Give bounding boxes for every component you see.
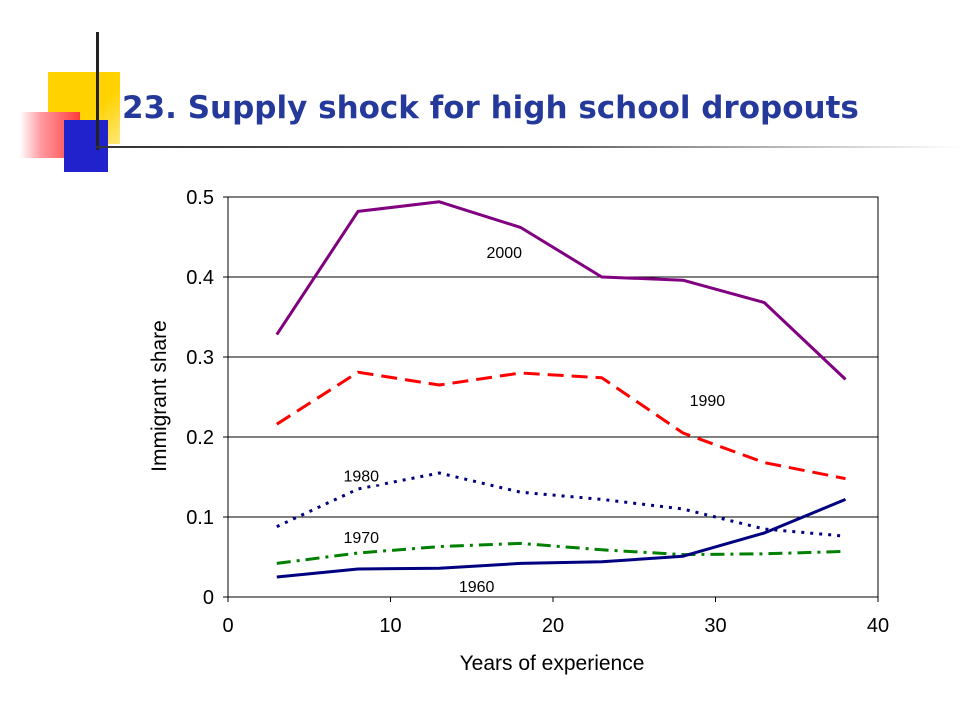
annotation-bg <box>483 241 526 262</box>
decor-vertical-rule <box>96 32 99 150</box>
series-label-1990: 1990 <box>690 393 726 410</box>
series-line-1980 <box>276 471 846 538</box>
chart-series <box>275 200 847 579</box>
annotation-bg <box>340 526 383 546</box>
y-tick-label: 0.5 <box>186 187 214 209</box>
x-tick-label: 30 <box>704 615 726 637</box>
annotation-bg <box>340 464 383 485</box>
y-tick-label: 0.2 <box>186 427 214 449</box>
series-line-1970 <box>276 541 846 565</box>
series-label-1970: 1970 <box>343 530 379 547</box>
y-tick-label: 0.3 <box>186 347 214 369</box>
x-axis-label: Years of experience <box>460 652 645 675</box>
chart-annotations: 2000 1990 1980 1970 1960 <box>340 241 729 596</box>
series-line-1960 <box>276 498 847 579</box>
series-label-2000: 2000 <box>486 245 522 262</box>
y-tick-label: 0.1 <box>186 507 214 529</box>
annotation-bg <box>455 574 498 595</box>
y-tick-label: 0.4 <box>186 267 214 289</box>
series-label-1960: 1960 <box>459 579 495 596</box>
series-line-1990 <box>275 370 846 481</box>
chart-axes: 0 0.1 0.2 0.3 0.4 0.5 0 10 20 30 40 <box>186 187 889 637</box>
x-tick-label: 10 <box>379 615 401 637</box>
x-tick-label: 0 <box>222 615 233 637</box>
series-label-1980: 1980 <box>343 468 379 485</box>
annotation-bg <box>686 389 729 410</box>
chart-gridlines <box>228 276 878 518</box>
x-tick-label: 40 <box>867 615 889 637</box>
slide-title: 23. Supply shock for high school dropout… <box>122 90 859 126</box>
series-line-2000 <box>275 200 847 381</box>
x-tick-label: 20 <box>542 615 564 637</box>
y-tick-label: 0 <box>203 587 214 609</box>
decor-horizontal-rule <box>96 146 960 148</box>
plot-area-frame <box>227 196 879 598</box>
y-axis-label: Immigrant share <box>148 320 171 472</box>
